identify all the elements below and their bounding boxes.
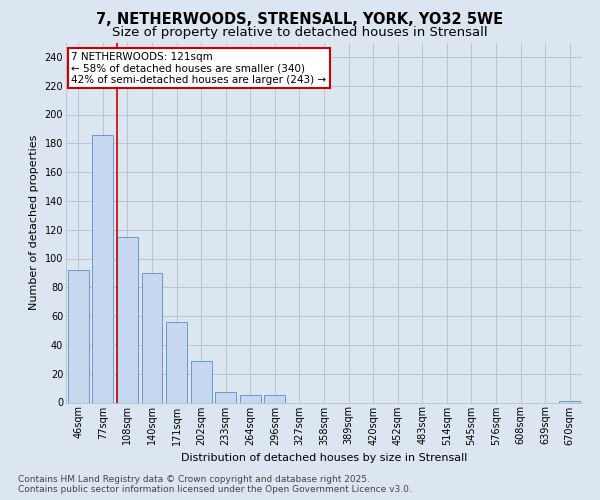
Bar (191, 360, 212, 403)
Bar (265, 396, 286, 402)
Bar (240, 396, 261, 402)
X-axis label: Distribution of detached houses by size in Strensall: Distribution of detached houses by size … (181, 453, 467, 463)
Bar (559, 401, 580, 402)
Y-axis label: Number of detached properties: Number of detached properties (29, 135, 39, 310)
Bar (92, 134, 113, 402)
Bar (215, 392, 236, 402)
Bar (142, 273, 163, 402)
Text: Contains HM Land Registry data © Crown copyright and database right 2025.
Contai: Contains HM Land Registry data © Crown c… (18, 474, 412, 494)
Bar (68, 270, 89, 402)
Text: 7 NETHERWOODS: 121sqm
← 58% of detached houses are smaller (340)
42% of semi-det: 7 NETHERWOODS: 121sqm ← 58% of detached … (71, 52, 326, 84)
Text: Size of property relative to detached houses in Strensall: Size of property relative to detached ho… (112, 26, 488, 39)
Bar (117, 237, 138, 402)
Text: 7, NETHERWOODS, STRENSALL, YORK, YO32 5WE: 7, NETHERWOODS, STRENSALL, YORK, YO32 5W… (97, 12, 503, 28)
Bar (166, 322, 187, 402)
